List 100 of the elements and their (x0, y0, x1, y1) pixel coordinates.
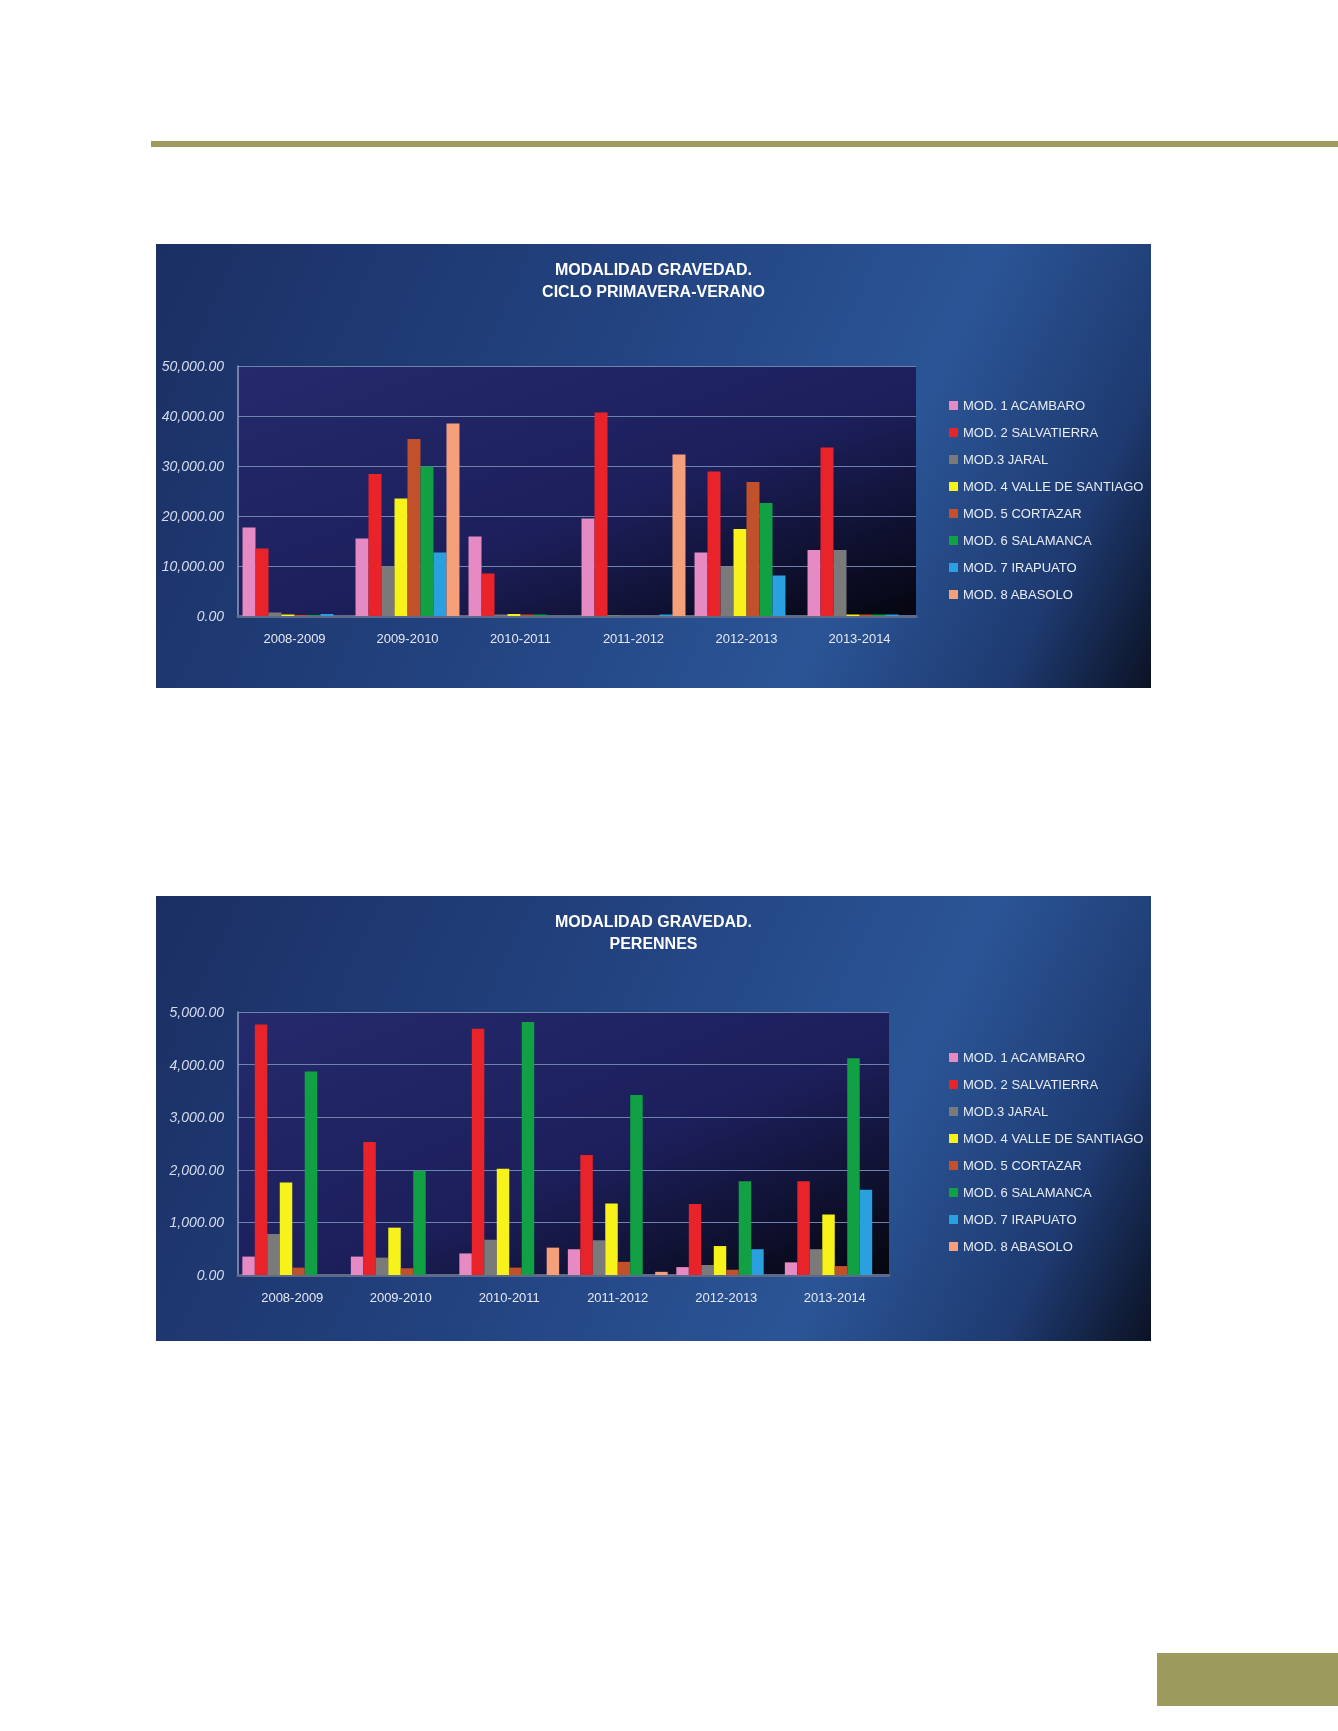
bar (468, 536, 482, 616)
y-tick-label: 1,000.00 (169, 1214, 225, 1231)
bar (592, 1240, 606, 1275)
legend-label: MOD. 5 CORTAZAR (963, 1158, 1082, 1173)
bar (292, 1267, 305, 1275)
legend-label: MOD. 6 SALAMANCA (963, 533, 1092, 548)
y-tick-label: 20,000.00 (160, 508, 225, 524)
bar (809, 1249, 823, 1275)
y-tick-label: 40,000.00 (161, 408, 225, 424)
bar (350, 1256, 364, 1275)
bar (617, 1261, 631, 1275)
x-tick-label: 2011-2012 (587, 1290, 649, 1305)
bar (784, 1262, 798, 1275)
bar (368, 474, 382, 616)
bar (746, 482, 760, 616)
legend-label: MOD.3 JARAL (963, 1104, 1049, 1119)
bar (655, 1271, 668, 1275)
bar (355, 538, 369, 616)
chart-title: MODALIDAD GRAVEDAD. (554, 912, 753, 930)
bar (567, 1249, 581, 1275)
x-tick-label: 2010-2011 (489, 631, 552, 646)
x-tick-label: 2008-2009 (261, 1290, 324, 1305)
bar (726, 1269, 739, 1275)
bar (375, 1257, 389, 1275)
bar (254, 1024, 268, 1275)
bar (707, 471, 721, 616)
bar (400, 1268, 414, 1275)
bar (738, 1181, 752, 1275)
legend-label: MOD. 8 ABASOLO (963, 587, 1073, 602)
bar (720, 566, 734, 616)
legend-label: MOD. 7 IRAPUATO (963, 1212, 1077, 1227)
legend-label: MOD. 8 ABASOLO (963, 1239, 1073, 1254)
x-tick-label: 2008-2009 (263, 631, 326, 646)
bar (267, 1233, 280, 1275)
y-tick-label: 30,000.00 (161, 458, 225, 474)
x-tick-label: 2013-2014 (803, 1290, 866, 1305)
bar (420, 466, 434, 616)
bar (481, 573, 495, 616)
bar (459, 1253, 472, 1275)
bar (630, 1095, 643, 1275)
chart-subtitle: CICLO PRIMAVERA-VERANO (542, 282, 765, 300)
bar (413, 1170, 426, 1275)
x-tick-label: 2013-2014 (828, 631, 891, 646)
y-tick-label: 3,000.00 (169, 1109, 225, 1126)
y-tick-label: 2,000.00 (168, 1161, 225, 1178)
x-tick-label: 2012-2013 (715, 631, 778, 646)
legend-label: MOD. 7 IRAPUATO (963, 560, 1077, 575)
legend-label: MOD. 6 SALAMANCA (963, 1185, 1092, 1200)
bar (484, 1239, 497, 1275)
legend-label: MOD. 4 VALLE DE SANTIAGO (963, 1131, 1144, 1146)
bar (546, 1247, 560, 1275)
bar (580, 1155, 593, 1275)
chart-subtitle: PERENNES (609, 934, 698, 952)
x-tick-label: 2009-2010 (369, 1290, 432, 1305)
y-tick-label: 10,000.00 (161, 558, 225, 574)
bar (581, 518, 595, 616)
legend-label: MOD. 5 CORTAZAR (963, 506, 1082, 521)
chart-title: MODALIDAD GRAVEDAD. (554, 260, 753, 278)
x-tick-label: 2010-2011 (478, 1290, 540, 1305)
bar (594, 412, 608, 616)
x-tick-label: 2011-2012 (602, 631, 665, 646)
legend-label: MOD. 1 ACAMBARO (963, 1050, 1086, 1065)
bar (521, 1021, 535, 1275)
legend-label: MOD. 2 SALVATIERRA (963, 1077, 1099, 1092)
bar (834, 1266, 848, 1275)
x-tick-label: 2009-2010 (376, 631, 439, 646)
bar (509, 1267, 522, 1275)
bar (388, 1227, 401, 1275)
bar (394, 498, 408, 616)
y-tick-label: 5,000.00 (169, 1004, 225, 1020)
bar (381, 566, 395, 616)
bar (672, 454, 686, 616)
bar (676, 1267, 689, 1275)
bar (833, 550, 847, 616)
bar (433, 552, 447, 616)
bar (496, 1168, 510, 1275)
x-tick-label: 2012-2013 (695, 1290, 758, 1305)
bar (688, 1203, 702, 1275)
bar (255, 548, 269, 616)
bar (807, 550, 821, 616)
bar (772, 575, 786, 616)
y-tick-label: 0.00 (196, 1267, 225, 1283)
bar (847, 1058, 860, 1275)
bar (242, 1256, 255, 1275)
bar (279, 1182, 293, 1275)
bar (446, 423, 460, 616)
bar (471, 1028, 485, 1275)
legend-label: MOD.3 JARAL (963, 452, 1049, 467)
y-tick-label: 0.00 (196, 608, 225, 624)
legend-label: MOD. 2 SALVATIERRA (963, 425, 1099, 440)
bar (820, 447, 834, 616)
bar (859, 1189, 873, 1275)
legend-label: MOD. 1 ACAMBARO (963, 398, 1086, 413)
y-tick-label: 4,000.00 (169, 1056, 225, 1073)
legend-label: MOD. 4 VALLE DE SANTIAGO (963, 479, 1144, 494)
bar (713, 1246, 727, 1275)
bar (751, 1249, 764, 1275)
bar (304, 1071, 318, 1275)
bar (407, 439, 421, 616)
bar (733, 529, 747, 616)
